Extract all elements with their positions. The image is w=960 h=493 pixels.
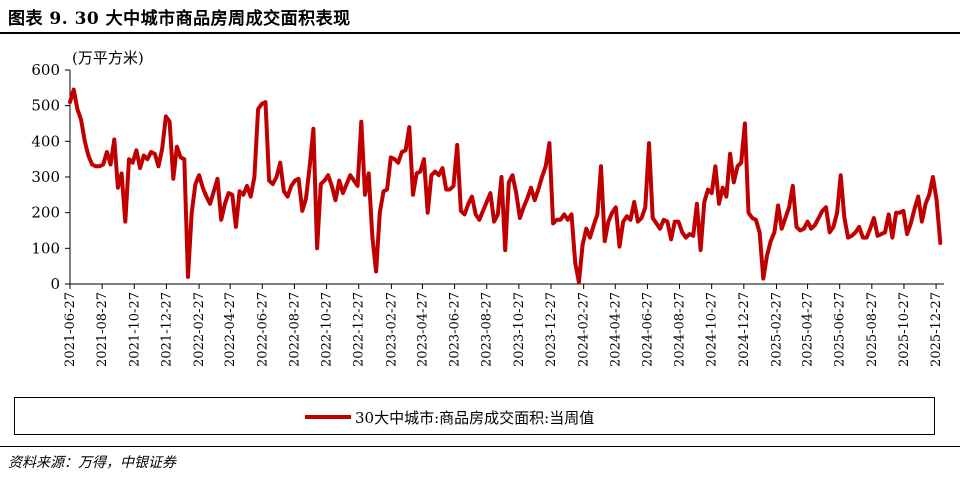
legend: 30大中城市:商品房成交面积:当周值 <box>14 397 935 435</box>
y-tick-label: 600 <box>31 61 60 79</box>
x-tick-label: 2025-12-27 <box>929 292 944 367</box>
x-tick-label: 2022-02-27 <box>192 292 207 367</box>
x-tick-label: 2025-10-27 <box>897 292 912 367</box>
source-rule <box>0 446 960 447</box>
x-tick-label: 2024-08-27 <box>673 292 688 367</box>
y-axis: 0 100 200 300 400 500 600 <box>31 61 71 293</box>
x-tick-label: 2022-08-27 <box>287 292 302 367</box>
x-tick-label: 2024-10-27 <box>705 292 720 367</box>
legend-swatch <box>305 415 351 419</box>
x-tick-label: 2021-08-27 <box>95 292 110 367</box>
legend-item: 30大中城市:商品房成交面积:当周值 <box>305 406 594 428</box>
series-line <box>68 87 943 285</box>
x-tick-label: 2021-12-27 <box>159 292 174 367</box>
y-tick-label: 500 <box>31 97 60 115</box>
x-tick-label: 2023-06-27 <box>448 292 463 367</box>
x-tick-label: 2025-06-27 <box>833 292 848 367</box>
x-tick-label: 2025-02-27 <box>769 292 784 367</box>
y-tick-label: 200 <box>31 204 60 222</box>
y-tick-label: 300 <box>31 168 60 186</box>
x-tick-label: 2023-08-27 <box>480 292 495 367</box>
title-rule <box>0 32 960 34</box>
y-tick-label: 400 <box>31 132 60 150</box>
x-tick-label: 2023-12-27 <box>544 292 559 367</box>
source-note: 资料来源：万得，中银证券 <box>8 455 176 471</box>
x-tick-label: 2024-02-27 <box>577 292 592 367</box>
x-tick-label: 2023-10-27 <box>512 292 527 367</box>
line-chart: 0 100 200 300 400 500 600 2021-06-27 2021-08-27… <box>31 61 944 367</box>
x-tick-label: 2022-10-27 <box>320 292 335 367</box>
y-tick-label: 0 <box>50 275 60 293</box>
x-tick-label: 2024-06-27 <box>640 292 655 367</box>
x-axis: 2021-06-27 2021-08-27 2021-10-27 2021-12-27… <box>63 283 944 367</box>
x-tick-label: 2025-04-27 <box>801 292 816 367</box>
chart-title: 图表 9. 30 大中城市商品房周成交面积表现 <box>8 9 351 29</box>
x-tick-label: 2023-02-27 <box>384 292 399 367</box>
x-tick-label: 2025-08-27 <box>865 292 880 367</box>
y-axis-unit-label: (万平方米) <box>72 49 144 67</box>
x-tick-label: 2022-06-27 <box>255 292 270 367</box>
x-tick-label: 2021-06-27 <box>63 292 78 367</box>
legend-label: 30大中城市:商品房成交面积:当周值 <box>355 408 595 427</box>
x-tick-label: 2022-04-27 <box>223 292 238 367</box>
x-tick-label: 2024-12-27 <box>737 292 752 367</box>
y-tick-label: 100 <box>31 239 60 257</box>
x-tick-label: 2022-12-27 <box>352 292 367 367</box>
x-tick-label: 2023-04-27 <box>415 292 430 367</box>
x-tick-label: 2021-10-27 <box>127 292 142 367</box>
x-tick-label: 2024-04-27 <box>608 292 623 367</box>
